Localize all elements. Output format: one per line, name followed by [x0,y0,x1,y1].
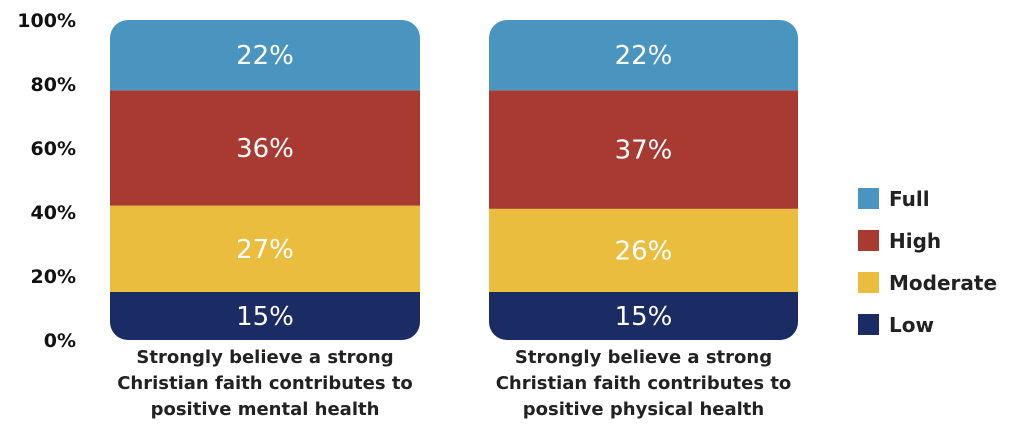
data-label: 37% [615,136,673,166]
y-tick-label: 60% [31,138,76,160]
legend-swatch [858,188,879,209]
data-label: 36% [236,134,294,164]
bar-stack [489,20,798,340]
y-tick-label: 40% [31,202,76,224]
data-label: 27% [236,235,294,265]
category-label: Strongly believe a strong Christian faith… [105,345,425,423]
legend-swatch [858,314,879,335]
bar-stack [110,20,420,340]
legend-swatch [858,230,879,251]
bar-segment-high [489,90,798,209]
y-axis: 0% 20% 40% 60% 80% 100% [17,10,76,352]
legend-label: High [889,229,941,253]
category-label: Strongly believe a strong Christian faith… [484,345,804,423]
category-label-line: Strongly believe a strong [136,347,394,368]
category-label-line: positive physical health [522,399,765,420]
legend-label: Moderate [889,271,997,295]
y-tick-label: 0% [44,330,76,352]
bars: 15% 27% 36% 22% 15% 26% 37% 22% [110,20,798,340]
y-tick-label: 20% [31,266,76,288]
bar-segment-high [110,90,420,206]
bar-segment-full [110,20,420,91]
legend: Full High Moderate Low [858,187,997,337]
data-label: 15% [236,302,294,332]
bar-segment-moderate [489,208,798,292]
bar-segment-full [489,20,798,91]
y-tick-label: 80% [31,74,76,96]
legend-swatch [858,272,879,293]
category-label-line: Christian faith contributes to [117,373,413,394]
legend-label: Low [889,313,934,337]
data-label: 26% [615,236,673,266]
data-label: 22% [615,41,673,71]
category-label-line: Strongly believe a strong [514,347,773,368]
bar-segment-low [110,292,420,340]
data-label: 15% [615,302,673,332]
legend-label: Full [889,187,930,211]
y-tick-label: 100% [17,10,76,32]
bar-segment-low [489,292,798,340]
category-label-line: positive mental health [150,399,380,420]
category-label-line: Christian faith contributes to [495,373,792,394]
data-label: 22% [236,41,294,71]
bar-segment-moderate [110,205,420,292]
